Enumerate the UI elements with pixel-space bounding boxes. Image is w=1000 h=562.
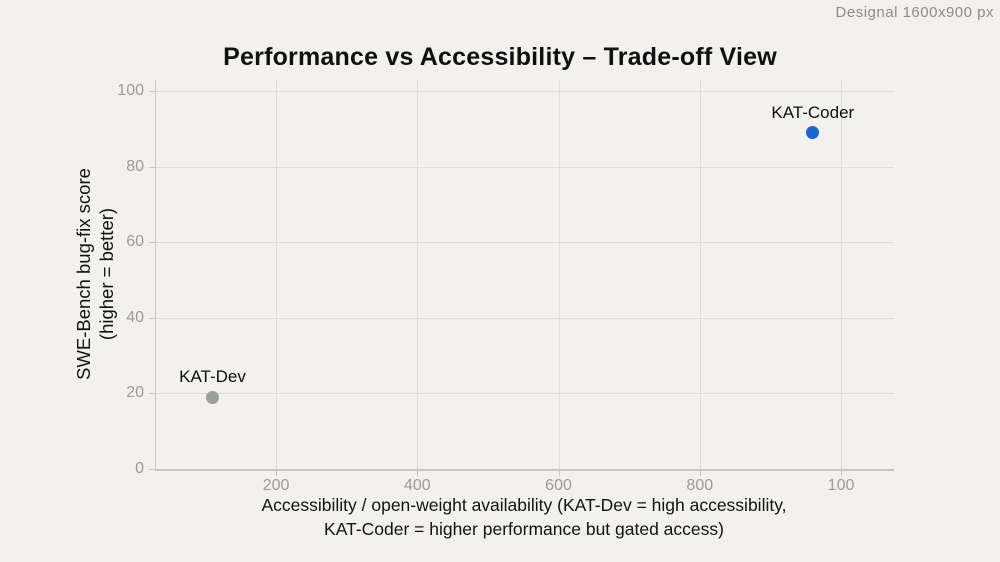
x-axis-label-line2: KAT-Coder = higher performance but gated… bbox=[324, 519, 724, 539]
plot-area: 0 20 40 60 80 100 200 400 600 800 100 KAT-Dev KAT-Co… bbox=[117, 80, 894, 494]
x-axis-label: Accessibility / open-weight availability… bbox=[155, 493, 893, 541]
y-tick-mark bbox=[149, 469, 155, 470]
y-axis-label-line1: SWE-Bench bug-fix score bbox=[73, 168, 94, 380]
x-gridline bbox=[558, 80, 560, 469]
y-tick-label: 20 bbox=[126, 384, 144, 402]
y-gridline bbox=[156, 242, 894, 244]
x-tick-mark bbox=[276, 469, 278, 476]
y-tick-mark bbox=[149, 242, 155, 244]
y-tick-mark bbox=[149, 317, 155, 319]
x-tick-label: 400 bbox=[403, 477, 431, 494]
y-tick-label: 0 bbox=[135, 460, 144, 477]
y-gridline bbox=[156, 166, 894, 168]
scatter-point bbox=[806, 126, 820, 140]
y-gridline bbox=[156, 317, 894, 319]
y-tick-label: 80 bbox=[126, 157, 144, 175]
x-tick-mark bbox=[699, 469, 701, 476]
scatter-point-label: KAT-Coder bbox=[771, 102, 855, 122]
scatter-point bbox=[205, 390, 219, 404]
y-tick-mark bbox=[149, 393, 155, 395]
watermark-text: Designal 1600x900 px bbox=[835, 4, 994, 21]
y-gridline bbox=[156, 91, 894, 93]
x-tick-label: 200 bbox=[262, 477, 290, 494]
y-tick-label: 60 bbox=[126, 233, 144, 251]
scatter-point-label: KAT-Dev bbox=[179, 367, 246, 387]
y-tick-label: 40 bbox=[126, 308, 144, 326]
x-tick-label: 600 bbox=[545, 477, 572, 494]
y-tick-mark bbox=[149, 91, 155, 93]
x-tick-mark bbox=[841, 469, 843, 476]
y-gridline bbox=[156, 393, 894, 395]
x-gridline bbox=[841, 80, 843, 469]
x-gridline bbox=[417, 80, 419, 469]
x-tick-mark bbox=[558, 469, 560, 476]
x-gridline bbox=[699, 80, 701, 469]
chart-title: Performance vs Accessibility – Trade-off… bbox=[223, 43, 777, 71]
x-gridline bbox=[276, 80, 278, 469]
x-tick-label: 800 bbox=[686, 477, 714, 494]
y-tick-label: 100 bbox=[117, 82, 144, 100]
y-tick-mark bbox=[149, 166, 155, 168]
x-axis-label-line1: Accessibility / open-weight availability… bbox=[261, 495, 787, 515]
x-tick-mark bbox=[417, 469, 419, 476]
x-tick-label: 100 bbox=[827, 477, 855, 494]
